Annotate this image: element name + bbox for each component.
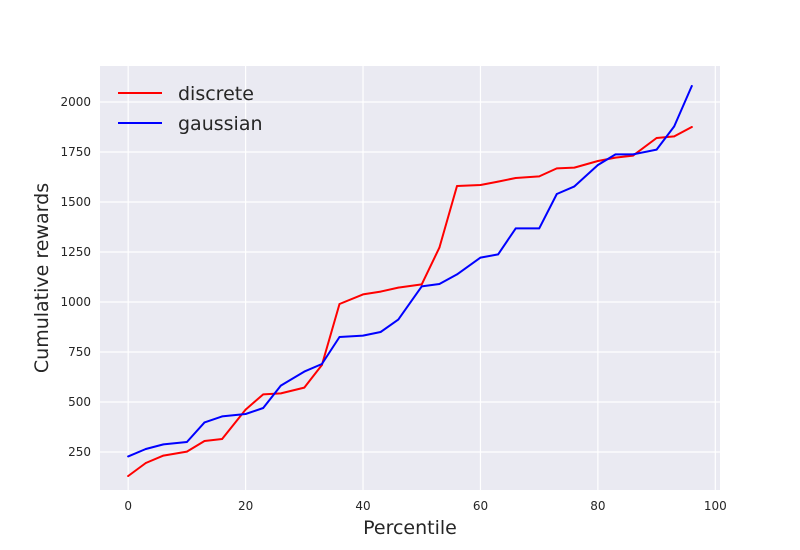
data-point-discrete [596,160,599,162]
data-point-discrete [127,475,130,477]
series-line-gaussian [127,85,693,458]
y-tick-label: 1250 [60,245,91,259]
data-point-discrete [279,392,282,395]
data-point-discrete [497,180,499,183]
data-point-gaussian [127,455,130,458]
data-point-discrete [338,303,341,305]
data-point-gaussian [497,253,499,256]
data-point-discrete [162,454,165,457]
data-point-discrete [573,166,576,169]
data-point-gaussian [573,185,576,188]
data-point-gaussian [673,125,676,128]
data-point-gaussian [379,331,382,333]
data-point-gaussian [596,164,599,166]
data-point-gaussian [221,415,224,418]
y-tick-label: 500 [68,395,91,409]
data-point-discrete [538,175,541,178]
y-tick-label: 1000 [60,295,91,309]
legend: discrete gaussian [118,83,263,135]
data-point-gaussian [514,227,517,230]
data-point-discrete [221,438,224,440]
data-point-discrete [438,246,441,249]
data-point-discrete [655,137,658,139]
y-tick-label: 250 [68,445,91,459]
data-point-discrete [185,450,188,453]
x-tick-label: 60 [473,499,488,513]
data-point-gaussian [144,448,147,450]
data-point-gaussian [420,285,423,288]
y-tick-labels: 250 500 750 1000 1250 1500 1750 2000 [60,95,91,459]
data-point-discrete [690,126,693,128]
y-tick-label: 1750 [60,145,91,159]
data-point-gaussian [185,441,188,443]
y-tick-label: 750 [68,345,91,359]
data-point-gaussian [262,407,265,409]
data-point-gaussian [632,153,635,156]
data-point-discrete [614,156,617,159]
data-point-gaussian [438,283,441,285]
data-point-gaussian [303,370,306,373]
data-point-gaussian [203,421,206,424]
data-point-discrete [362,293,364,296]
data-point-gaussian [614,153,617,156]
data-point-gaussian [479,256,482,259]
data-point-gaussian [338,336,341,338]
data-point-discrete [203,440,206,442]
x-tick-label: 100 [704,499,727,513]
y-tick-label: 2000 [60,95,91,109]
data-point-discrete [397,286,400,289]
data-point-discrete [555,167,558,170]
data-point-gaussian [279,384,282,387]
data-point-discrete [456,185,458,187]
data-point-gaussian [456,273,458,276]
data-point-discrete [262,393,265,396]
data-point-gaussian [244,413,247,415]
series-lines [127,85,693,477]
data-point-discrete [244,408,247,411]
x-tick-label: 40 [355,499,370,513]
x-tick-labels: 0 20 40 60 80 100 [124,499,726,513]
data-point-discrete [514,177,517,179]
data-point-discrete [379,290,382,293]
data-point-discrete [303,386,306,389]
data-point-gaussian [655,148,658,151]
legend-label-discrete: discrete [178,83,254,105]
data-point-discrete [479,184,482,186]
x-axis-label: Percentile [363,517,457,539]
y-tick-label: 1500 [60,195,91,209]
data-point-gaussian [538,227,541,230]
x-tick-label: 20 [238,499,253,513]
data-point-discrete [420,283,423,286]
data-point-gaussian [321,363,323,365]
plot-area [100,66,720,490]
series-line-discrete [127,126,693,477]
y-axis-label: Cumulative rewards [31,183,53,373]
x-tick-label: 80 [590,499,605,513]
data-point-gaussian [690,85,693,87]
data-point-gaussian [362,334,364,337]
data-point-discrete [144,462,147,464]
data-point-gaussian [555,193,558,195]
x-tick-label: 0 [124,499,132,513]
data-point-gaussian [162,443,165,446]
data-point-gaussian [397,318,400,321]
data-point-discrete [673,135,676,138]
legend-label-gaussian: gaussian [178,113,263,135]
